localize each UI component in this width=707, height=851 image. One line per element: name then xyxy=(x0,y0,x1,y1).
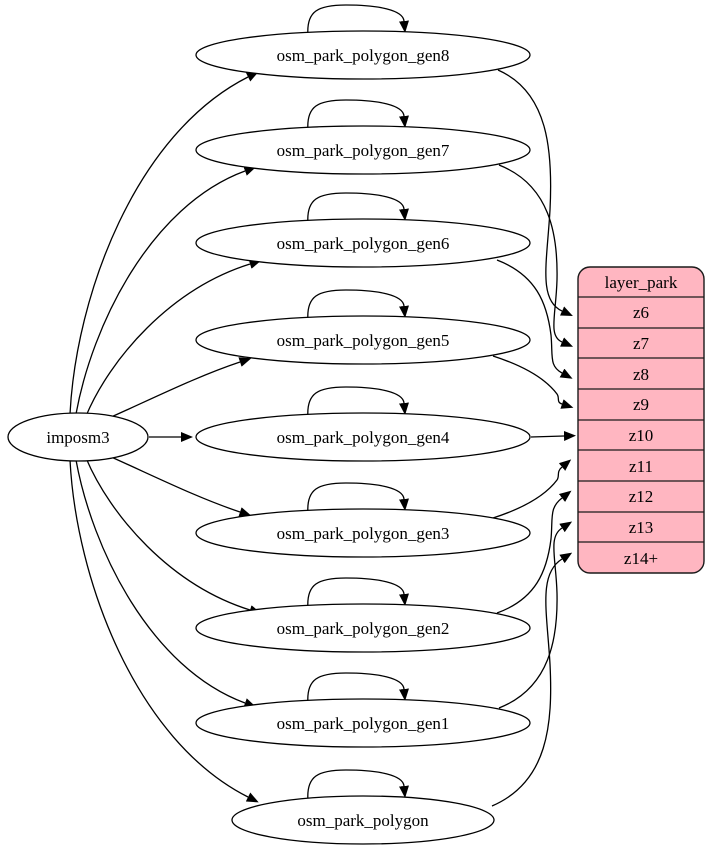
edge-gen8-to-z6 xyxy=(497,69,573,317)
edge-imposm3-to-gen8 xyxy=(69,71,259,415)
row-z6: z6 xyxy=(633,303,649,322)
row-z14: z14+ xyxy=(624,549,658,568)
gen1-ellipse xyxy=(195,698,531,748)
node-osm_park_polygon_gen1: osm_park_polygon_gen1 xyxy=(195,698,531,748)
node-osm_park_polygon_gen4: osm_park_polygon_gen4 xyxy=(195,412,531,462)
selfloop-gen4 xyxy=(307,386,409,419)
gen6-label: osm_park_polygon_gen6 xyxy=(277,234,450,253)
gen1-label: osm_park_polygon_gen1 xyxy=(277,714,450,733)
selfloop-gen8 xyxy=(307,4,409,37)
edge-imposm3-to-gen3 xyxy=(99,451,252,517)
gen7-ellipse xyxy=(195,125,531,175)
node-osm_park_polygon_gen5: osm_park_polygon_gen5 xyxy=(195,315,531,365)
node-imposm3: imposm3 xyxy=(7,412,149,462)
node-osm_park_polygon_gen8: osm_park_polygon_gen8 xyxy=(195,30,531,80)
gen4-ellipse xyxy=(195,412,531,462)
gen8-ellipse xyxy=(195,30,531,80)
row-z12: z12 xyxy=(629,487,654,506)
edges-layer xyxy=(69,4,576,807)
edge-imposm3-to-gen6 xyxy=(85,259,262,417)
node-osm_park_polygon_gen3: osm_park_polygon_gen3 xyxy=(195,508,531,558)
edge-gen6-to-z8 xyxy=(496,259,573,379)
selfloop-gen6 xyxy=(307,192,409,225)
layer-park-table: layer_park z6 z7 z8 z9 z10 z11 z12 z13 z… xyxy=(577,266,705,574)
imposm3-label: imposm3 xyxy=(46,428,109,447)
node-osm_park_polygon_gen6: osm_park_polygon_gen6 xyxy=(195,218,531,268)
gen3-label: osm_park_polygon_gen3 xyxy=(277,524,450,543)
edge-imposm3-to-gen2 xyxy=(85,457,262,615)
node-osm_park_polygon: osm_park_polygon xyxy=(231,795,495,845)
edge-imposm3-to-gen1 xyxy=(75,459,257,708)
gen2-label: osm_park_polygon_gen2 xyxy=(277,619,450,638)
node-osm_park_polygon_gen2: osm_park_polygon_gen2 xyxy=(195,603,531,653)
edge-gen7-to-z7 xyxy=(498,164,574,347)
edge-gen1-to-z13 xyxy=(498,521,573,709)
node-osm_park_polygon_gen7: osm_park_polygon_gen7 xyxy=(195,125,531,175)
edge-imposm3-to-base xyxy=(69,459,259,803)
edge-imposm3-to-gen5 xyxy=(99,357,252,423)
gen5-label: osm_park_polygon_gen5 xyxy=(277,331,450,350)
gen5-ellipse xyxy=(195,315,531,365)
selfloop-gen7 xyxy=(307,99,409,132)
layer-park-title: layer_park xyxy=(605,273,678,292)
selfloop-base xyxy=(307,769,409,802)
row-z8: z8 xyxy=(633,365,649,384)
edge-base-to-z14 xyxy=(491,552,573,807)
selfloop-gen2 xyxy=(307,577,409,610)
row-z13: z13 xyxy=(629,518,654,537)
gen2-ellipse xyxy=(195,603,531,653)
base-ellipse xyxy=(231,795,495,845)
edge-gen3-to-z11 xyxy=(492,459,572,519)
gen3-ellipse xyxy=(195,508,531,558)
gen7-label: osm_park_polygon_gen7 xyxy=(277,141,450,160)
edge-gen2-to-z12 xyxy=(496,490,572,614)
gen8-label: osm_park_polygon_gen8 xyxy=(277,46,450,65)
row-z9: z9 xyxy=(633,395,649,414)
row-z7: z7 xyxy=(633,334,650,353)
gen6-ellipse xyxy=(195,218,531,268)
edge-imposm3-to-gen7 xyxy=(75,166,257,415)
gen4-label: osm_park_polygon_gen4 xyxy=(277,428,450,447)
selfloop-gen5 xyxy=(307,289,409,322)
row-z11: z11 xyxy=(629,457,653,476)
row-z10: z10 xyxy=(629,426,654,445)
base-label: osm_park_polygon xyxy=(297,811,429,830)
edge-gen4-to-z10 xyxy=(530,431,576,441)
selfloop-gen3 xyxy=(307,482,409,515)
edge-gen5-to-z9 xyxy=(492,355,574,409)
imposm3-ellipse xyxy=(7,412,149,462)
selfloop-gen1 xyxy=(307,672,409,705)
